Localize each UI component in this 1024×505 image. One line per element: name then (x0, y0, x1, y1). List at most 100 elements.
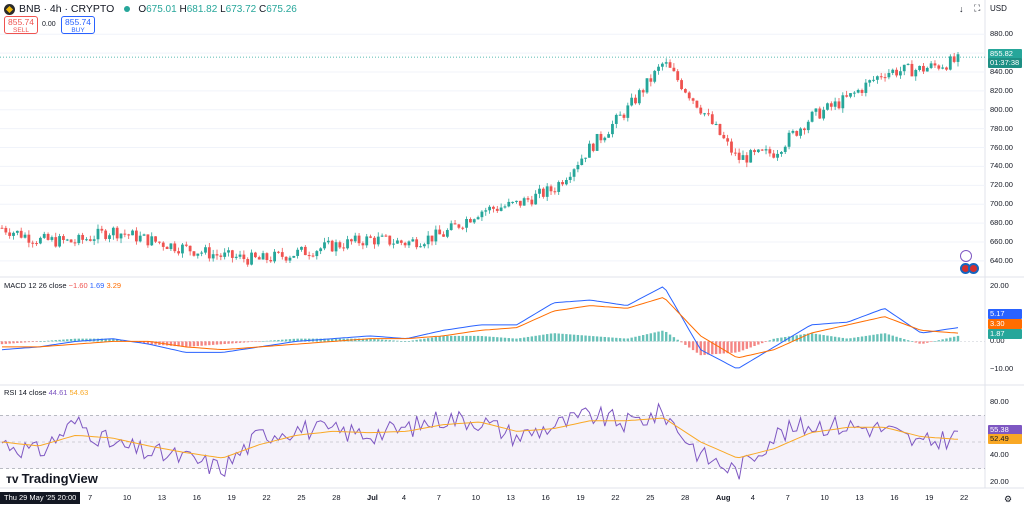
candle-body (0, 227, 4, 229)
candle-body (346, 239, 349, 249)
rsi-legend[interactable]: RSI 14 close 44.61 54.63 (4, 388, 89, 397)
macd-histogram-bar (945, 338, 948, 342)
currency-label[interactable]: USD (990, 4, 1007, 13)
candle-body (411, 239, 415, 242)
macd-histogram-bar (599, 336, 603, 342)
candle-body (814, 108, 818, 112)
candle-body (181, 244, 184, 254)
candle-body (27, 234, 31, 243)
candle-body (315, 251, 319, 257)
candle-body (23, 234, 27, 238)
macd-histogram-bar (626, 338, 630, 342)
price-tick-label: 760.00 (990, 142, 1013, 152)
candle-body (603, 137, 607, 141)
macd-histogram-bar (473, 335, 476, 342)
macd-histogram-bar (814, 333, 818, 342)
candle-body (841, 95, 845, 109)
macd-histogram-bar (918, 341, 921, 344)
candle-body (77, 234, 81, 244)
macd-histogram-bar (185, 341, 188, 347)
macd-histogram-bar (100, 338, 104, 342)
symbol-title[interactable]: BNB · 4h · CRYPTO (19, 3, 115, 15)
rsi-tick-label: 80.00 (990, 397, 1009, 406)
candle-body (300, 246, 303, 250)
candle-body (480, 211, 484, 218)
candle-body (591, 143, 595, 151)
events-icon[interactable] (960, 250, 972, 262)
candle-body (822, 109, 826, 119)
candle-body (614, 114, 618, 124)
candle-body (541, 188, 545, 197)
candle-body (657, 66, 660, 71)
candle-body (165, 246, 169, 250)
macd-histogram-bar (707, 341, 710, 355)
macd-histogram-bar (906, 340, 910, 342)
macd-histogram-bar (204, 341, 207, 346)
macd-histogram-bar (108, 338, 111, 342)
macd-histogram-bar (549, 333, 553, 342)
candle-body (803, 128, 806, 131)
macd-histogram-bar (618, 338, 622, 342)
macd-histogram-bar (261, 341, 265, 342)
macd-histogram-bar (638, 335, 641, 342)
download-icon[interactable]: ↓ (959, 4, 964, 14)
us-flag-icon[interactable] (968, 263, 979, 274)
macd-histogram-bar (914, 341, 917, 343)
macd-histogram-bar (173, 341, 176, 347)
macd-histogram-bar (258, 341, 261, 343)
price-tick-label: 840.00 (990, 67, 1013, 77)
candle-body (753, 150, 756, 153)
candle-body (872, 79, 875, 81)
macd-histogram-bar (780, 337, 783, 342)
candle-body (277, 251, 280, 253)
macd-histogram-bar (553, 333, 557, 342)
candle-body (376, 236, 380, 245)
macd-histogram-bar (688, 341, 691, 348)
candle-body (668, 62, 672, 68)
fullscreen-icon[interactable]: ⛶ (974, 3, 981, 13)
time-tick-label: 16 (890, 493, 899, 502)
candle-body (111, 227, 115, 236)
settings-gear-icon[interactable]: ⚙ (1004, 494, 1013, 504)
time-tick-label: 22 (262, 493, 271, 502)
macd-legend[interactable]: MACD 12 26 close −1.60 1.69 3.29 (4, 281, 122, 290)
candle-body (46, 233, 50, 240)
symbol-header: BNB · 4h · CRYPTO O675.01 H681.82 L673.7… (4, 2, 297, 16)
candle-body (138, 235, 142, 242)
candle-body (952, 56, 956, 62)
candle-body (380, 235, 384, 237)
macd-histogram-bar (419, 339, 422, 342)
candle-body (580, 158, 584, 166)
macd-histogram-bar (231, 341, 234, 344)
candle-body (123, 233, 127, 235)
macd-histogram-bar (334, 338, 338, 342)
candle-body (879, 76, 883, 78)
macd-histogram-bar (891, 335, 894, 342)
candle-body (929, 63, 933, 68)
macd-histogram-bar (492, 336, 495, 342)
candle-body (361, 243, 365, 246)
macd-histogram-bar (787, 336, 791, 342)
candle-body (783, 146, 787, 152)
tradingview-logo: ᴛᴠ TradingView (6, 471, 98, 486)
macd-histogram-bar (423, 338, 426, 342)
macd-histogram-bar (864, 335, 868, 342)
buy-button[interactable]: 855.74 BUY (61, 16, 95, 34)
candle-body (207, 247, 211, 259)
candle-body (956, 54, 960, 62)
candle-body (488, 206, 491, 211)
candle-body (104, 230, 108, 239)
macd-histogram-bar (457, 335, 461, 342)
macd-histogram-bar (876, 334, 879, 342)
macd-histogram-bar (749, 341, 752, 348)
macd-histogram-bar (499, 337, 503, 342)
time-tick-label: 13 (157, 493, 167, 502)
sell-button[interactable]: 855.74 SELL (4, 16, 38, 34)
candle-body (69, 239, 73, 243)
macd-histogram-bar (634, 336, 637, 342)
macd-histogram-bar (745, 341, 749, 349)
macd-histogram-bar (484, 336, 487, 342)
macd-histogram-bar (926, 341, 929, 343)
